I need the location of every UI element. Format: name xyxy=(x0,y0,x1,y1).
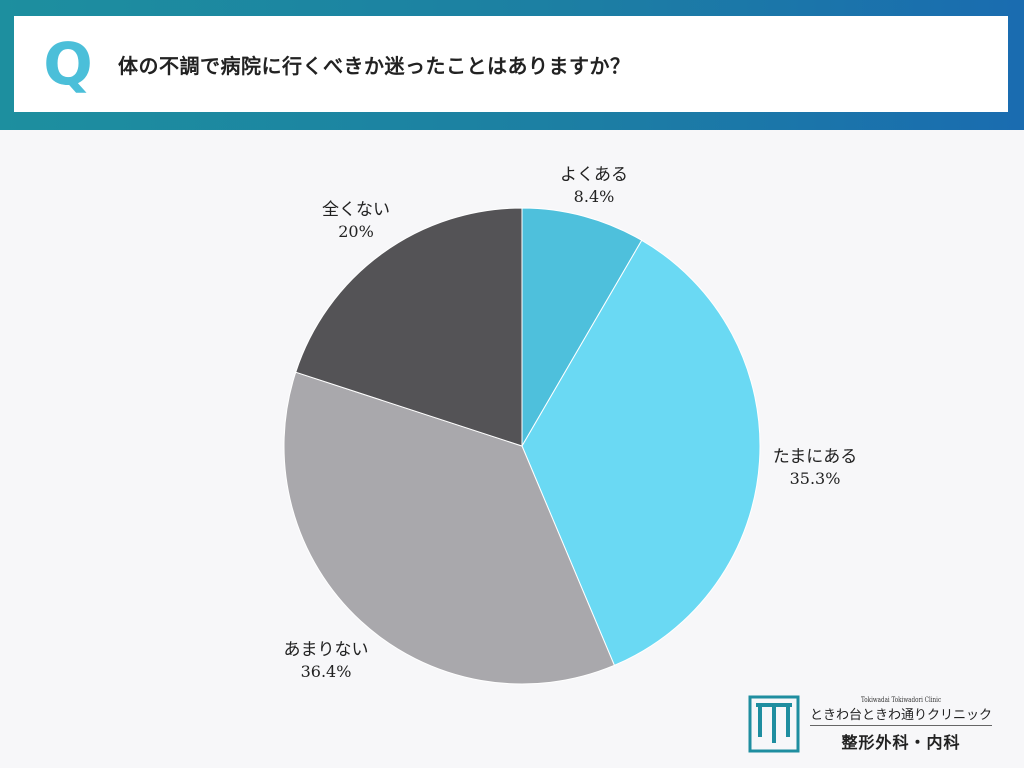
q-letter: Q xyxy=(43,32,92,96)
slice-value-1: 8.4% xyxy=(574,187,615,206)
pie-slice-4 xyxy=(295,207,523,447)
clinic-name: ときわ台ときわ通りクリニック xyxy=(810,704,993,726)
question-header: Q 体の不調で病院に行くべきか迷ったことはありますか？ xyxy=(14,16,1008,112)
pie-slice-3 xyxy=(283,371,616,685)
clinic-logo: Tokiwadai Tokiwadori Clinic ときわ台ときわ通りクリニ… xyxy=(746,690,1008,758)
slice-label-4: 全くない xyxy=(322,200,390,220)
slice-label-1: よくある xyxy=(560,165,628,185)
slice-value-4: 20% xyxy=(338,222,374,241)
slice-value-2: 35.3% xyxy=(790,469,841,488)
q-icon: Q xyxy=(36,32,100,96)
question-title: 体の不調で病院に行くべきか迷ったことはありますか？ xyxy=(118,53,631,78)
slice-label-3: あまりない xyxy=(284,640,369,660)
slice-label-2: たまにある xyxy=(773,447,858,467)
pie-slice-2 xyxy=(521,239,761,666)
clinic-logo-icon xyxy=(748,695,800,753)
clinic-department: 整形外科・内科 xyxy=(841,732,961,752)
clinic-subtitle: Tokiwadai Tokiwadori Clinic xyxy=(860,695,942,704)
pie-slice-1 xyxy=(521,207,643,448)
slice-value-3: 36.4% xyxy=(301,662,352,681)
